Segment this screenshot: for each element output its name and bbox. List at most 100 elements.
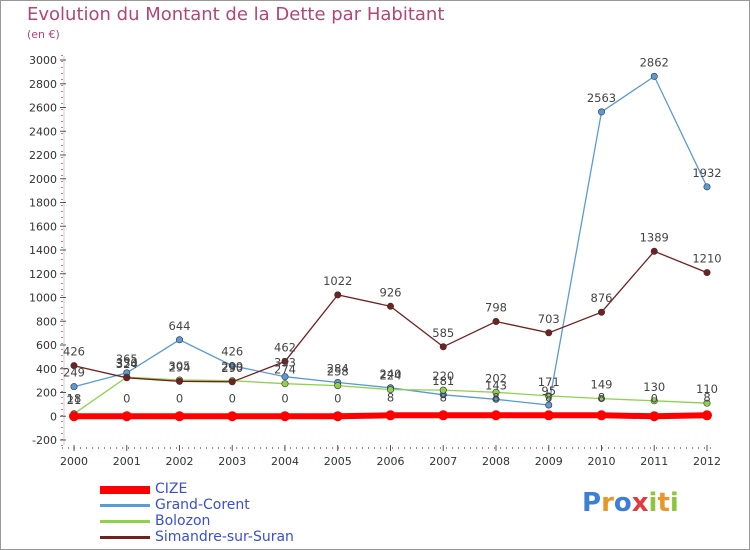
logo-letter: x [631,488,649,518]
legend-swatch [100,536,150,539]
legend-label: Simandre-sur-Suran [155,529,294,545]
data-label: 2563 [587,91,616,105]
data-point [597,395,605,403]
y-tick-label: 1800 [29,197,57,210]
data-label: 0 [123,391,130,405]
data-point [492,388,500,396]
data-label: 426 [63,345,85,359]
data-label: 284 [327,362,349,376]
proxiti-logo: Proxiti [582,488,679,518]
data-label: 8 [545,390,552,404]
data-point [334,291,342,299]
y-tick-label: 2400 [29,125,57,138]
data-label: 181 [432,374,454,388]
chart-title: Evolution du Montant de la Dette par Hab… [27,4,445,25]
data-point [70,362,78,370]
data-point [280,411,290,422]
data-point [227,411,238,422]
y-tick-label: 2000 [29,173,57,186]
data-point [385,410,396,421]
y-tick-label: 2200 [29,149,57,162]
chart-subtitle: (en €) [27,28,60,41]
data-point [703,269,711,277]
data-label: 876 [591,291,613,305]
x-tick-label: 2011 [640,455,668,468]
x-tick-label: 2010 [588,455,616,468]
data-label: 462 [274,340,296,354]
logo-letter: P [582,488,602,518]
legend-label: Grand-Corent [155,497,250,513]
y-tick-label: 1200 [29,268,57,281]
data-label: 299 [221,360,243,374]
data-point [332,411,343,422]
data-label: 95 [541,384,556,398]
data-label: 0 [651,391,658,405]
data-point [545,401,553,409]
data-label: 8 [440,390,447,404]
y-tick-label: 200 [36,387,57,400]
data-label: 8 [703,390,710,404]
data-point [386,302,394,310]
data-label: 324 [116,357,138,371]
data-label: 0 [281,391,288,405]
data-point [228,378,236,386]
data-label: 2862 [640,55,669,69]
data-label: 143 [485,378,507,392]
legend-label: CIZE [155,481,188,497]
x-tick-label: 2012 [693,455,721,468]
data-label: 330 [116,356,138,370]
logo-letter: r [601,488,614,518]
data-point [281,380,289,388]
data-label: 290 [221,361,243,375]
data-label: 926 [380,285,402,299]
legend-swatch [100,504,150,507]
data-label: 1210 [692,252,721,266]
data-label: 0 [176,391,183,405]
data-label: 1389 [640,230,669,244]
data-label: 294 [169,360,191,374]
data-point [70,383,78,391]
data-label: 202 [485,371,507,385]
data-label: 149 [591,378,613,392]
data-label: 240 [380,367,402,381]
data-point [545,392,553,400]
data-point [174,411,185,422]
data-point [334,382,342,390]
data-label: 0 [229,391,236,405]
data-point [123,374,131,382]
data-point [597,308,605,316]
data-point [597,108,605,116]
data-label: 8 [387,390,394,404]
data-point [703,183,711,191]
data-label: 644 [169,319,191,333]
data-point [176,336,184,344]
data-label: 171 [538,375,560,389]
data-label: 1022 [323,274,352,288]
y-tick-label: 0 [50,410,57,423]
logo-letter: i [669,488,679,518]
data-point [650,397,658,405]
data-label: 426 [221,345,243,359]
x-tick-label: 2001 [113,455,141,468]
data-point [281,357,289,365]
x-tick-label: 2008 [482,455,510,468]
data-point [438,410,449,421]
data-label: 220 [432,369,454,383]
data-point [281,373,289,381]
legend-swatch [100,486,150,494]
data-point [702,410,712,421]
x-tick-label: 2003 [218,455,246,468]
data-label: 258 [327,365,349,379]
data-point [439,343,447,351]
data-label: 110 [696,382,718,396]
data-point [386,386,394,394]
series-line-grand-corent [73,75,708,406]
y-tick-label: 600 [36,339,57,352]
data-point [439,386,447,394]
data-label: 130 [643,380,665,394]
data-label: 0 [334,391,341,405]
data-label: 18 [67,391,82,405]
y-tick-label: 1400 [29,244,57,257]
data-point [545,329,553,337]
